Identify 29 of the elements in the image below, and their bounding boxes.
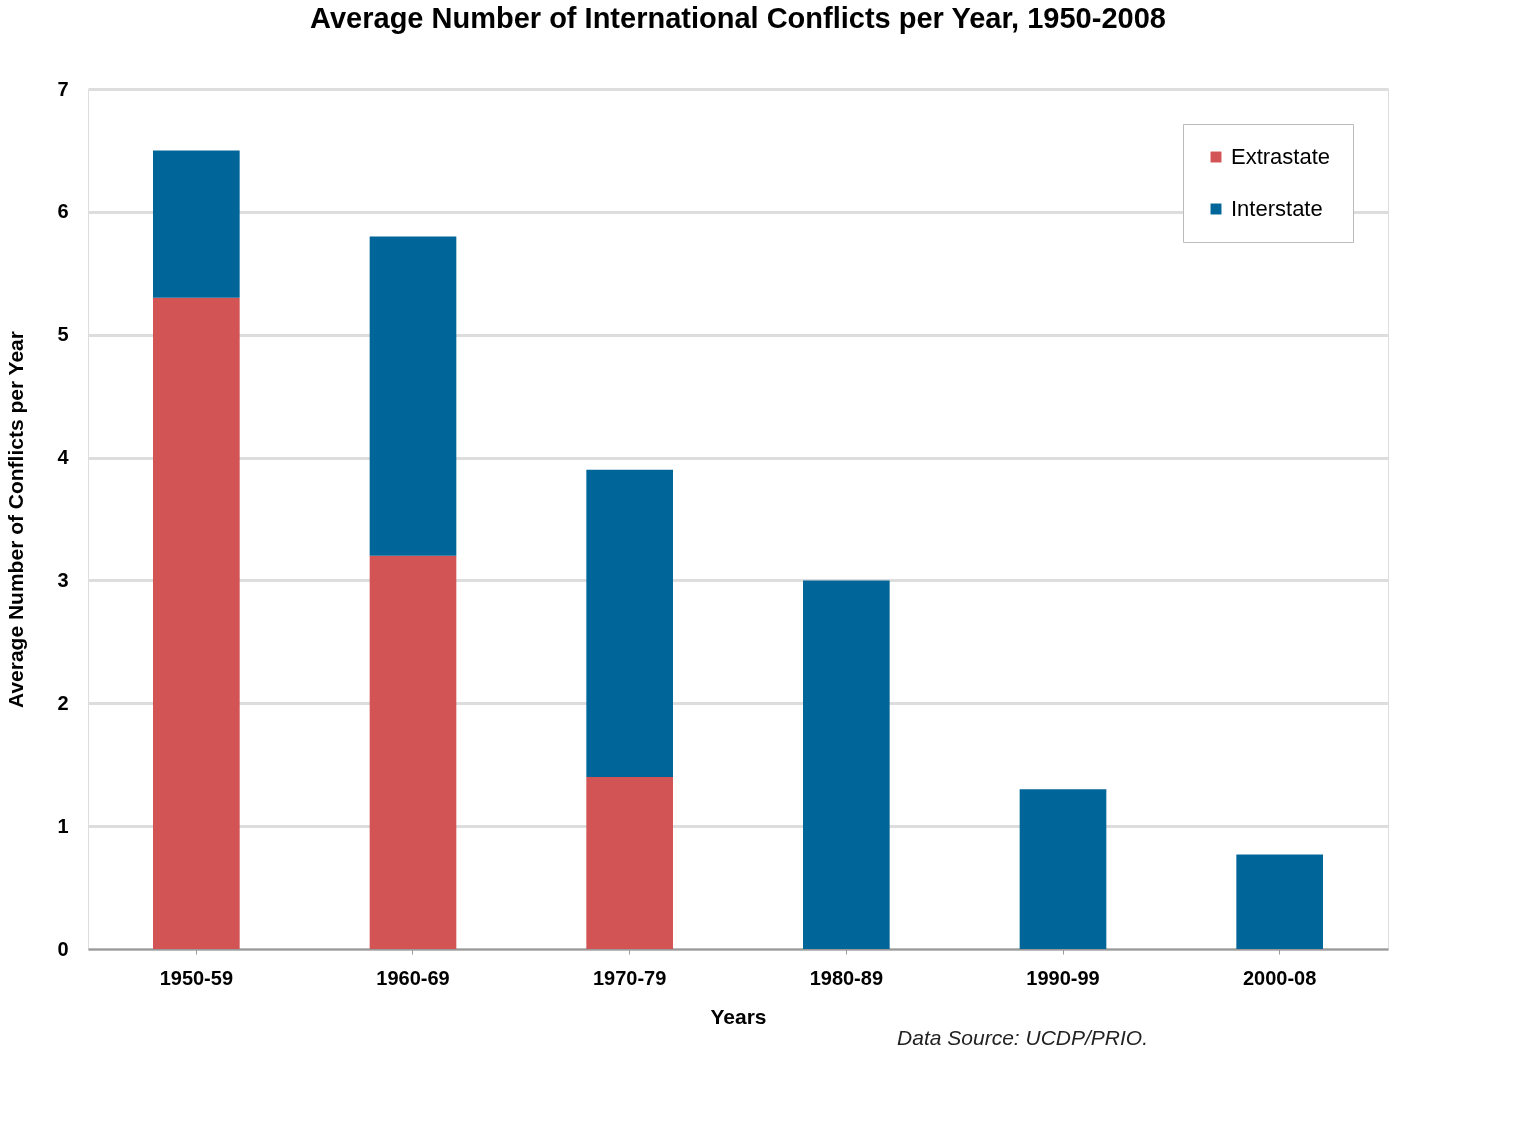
bar — [1019, 789, 1107, 949]
bar — [369, 236, 457, 556]
y-tick-label: 3 — [57, 568, 69, 591]
y-tick-label: 7 — [57, 77, 69, 100]
y-tick-label: 6 — [57, 200, 69, 223]
legend-label: Interstate — [1231, 196, 1323, 221]
y-tick-label: 1 — [57, 814, 69, 837]
x-tick-label: 1980-89 — [809, 966, 884, 989]
y-axis-title: Average Number of Conflicts per Year — [4, 331, 28, 708]
chart-title: Average Number of International Conflicts per Year, 1950-2008 — [310, 2, 1166, 34]
y-tick-label: 5 — [57, 323, 69, 346]
bar — [153, 150, 240, 298]
x-axis-title: Years — [710, 1004, 767, 1028]
bar — [803, 580, 890, 949]
x-tick-label: 2000-08 — [1242, 966, 1317, 989]
legend-label: Extrastate — [1231, 144, 1331, 169]
bar — [369, 555, 457, 949]
x-tick-label: 1950-59 — [159, 966, 234, 989]
bar — [1236, 854, 1323, 949]
y-tick-label: 4 — [57, 446, 70, 469]
bar — [586, 469, 673, 777]
source-note: Data Source: UCDP/PRIO. — [897, 1026, 1148, 1049]
y-tick-label: 2 — [57, 691, 69, 714]
x-tick-label: 1990-99 — [1026, 966, 1100, 989]
x-tick-label: 1960-69 — [376, 966, 450, 989]
x-tick-label: 1970-79 — [592, 966, 667, 989]
y-tick-label: 0 — [57, 937, 69, 960]
bar — [153, 297, 240, 949]
bar — [586, 777, 673, 949]
